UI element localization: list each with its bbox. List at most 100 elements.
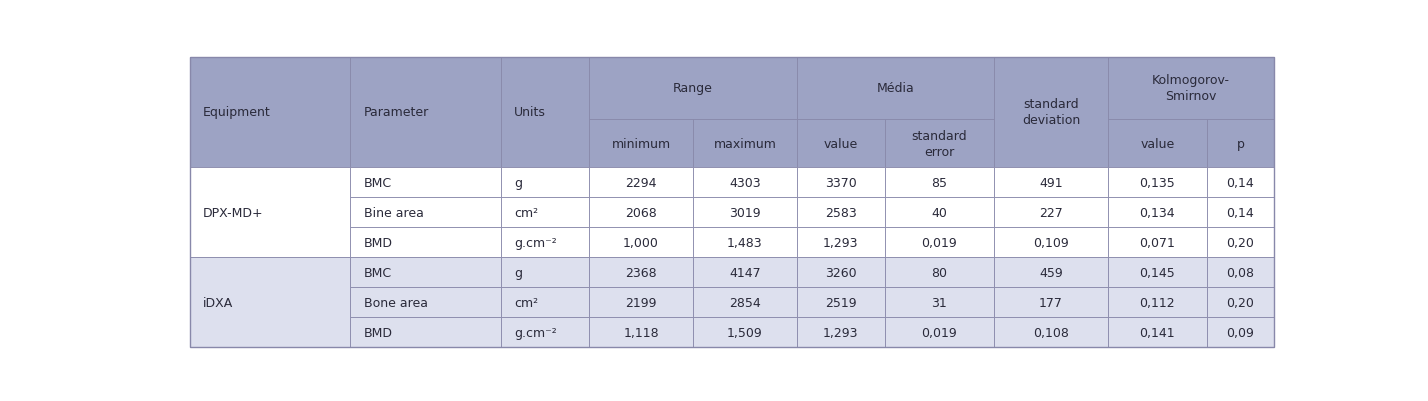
- Bar: [693, 228, 797, 258]
- Bar: [885, 168, 994, 198]
- Text: 0,112: 0,112: [1140, 296, 1175, 309]
- Bar: [501, 318, 590, 348]
- Text: cm²: cm²: [514, 206, 538, 219]
- Bar: [1108, 57, 1274, 120]
- Bar: [885, 228, 994, 258]
- Text: 40: 40: [931, 206, 947, 219]
- Text: 1,293: 1,293: [823, 236, 858, 249]
- Bar: [885, 198, 994, 228]
- Bar: [693, 120, 797, 168]
- Bar: [1207, 288, 1274, 318]
- Bar: [797, 228, 885, 258]
- Bar: [350, 258, 501, 288]
- Bar: [693, 258, 797, 288]
- Text: 227: 227: [1040, 206, 1062, 219]
- Text: 0,14: 0,14: [1227, 206, 1254, 219]
- Text: Média: Média: [877, 82, 914, 95]
- Bar: [797, 198, 885, 228]
- Bar: [190, 168, 350, 258]
- Text: Units: Units: [514, 106, 545, 119]
- Text: BMD: BMD: [364, 326, 393, 339]
- Text: p: p: [1237, 137, 1244, 150]
- Bar: [1108, 168, 1207, 198]
- Text: 2519: 2519: [825, 296, 857, 309]
- Text: 0,108: 0,108: [1032, 326, 1070, 339]
- Text: Bone area: Bone area: [364, 296, 428, 309]
- Text: 0,20: 0,20: [1227, 296, 1254, 309]
- Bar: [885, 318, 994, 348]
- Bar: [1108, 120, 1207, 168]
- Bar: [885, 288, 994, 318]
- Bar: [693, 168, 797, 198]
- Bar: [797, 318, 885, 348]
- Text: 0,141: 0,141: [1140, 326, 1175, 339]
- Bar: [885, 258, 994, 288]
- Text: standard
error: standard error: [911, 129, 967, 158]
- Text: 0,109: 0,109: [1032, 236, 1070, 249]
- Text: BMC: BMC: [364, 266, 391, 279]
- Text: 80: 80: [931, 266, 947, 279]
- Bar: [590, 120, 693, 168]
- Text: 4147: 4147: [730, 266, 761, 279]
- Bar: [994, 318, 1108, 348]
- Bar: [1207, 198, 1274, 228]
- Text: 177: 177: [1040, 296, 1062, 309]
- Text: Bine area: Bine area: [364, 206, 424, 219]
- Text: iDXA: iDXA: [203, 296, 233, 309]
- Bar: [693, 318, 797, 348]
- Text: 1,293: 1,293: [823, 326, 858, 339]
- Text: 1,509: 1,509: [727, 326, 763, 339]
- Bar: [1108, 198, 1207, 228]
- Text: Parameter: Parameter: [364, 106, 428, 119]
- Text: DPX-MD+: DPX-MD+: [203, 206, 264, 219]
- Bar: [797, 258, 885, 288]
- Bar: [190, 258, 350, 348]
- Bar: [590, 288, 693, 318]
- Bar: [885, 120, 994, 168]
- Text: 1,000: 1,000: [623, 236, 658, 249]
- Text: value: value: [824, 137, 858, 150]
- Bar: [350, 168, 501, 198]
- Bar: [590, 198, 693, 228]
- Bar: [1207, 120, 1274, 168]
- Bar: [590, 228, 693, 258]
- Text: Kolmogorov-
Smirnov: Kolmogorov- Smirnov: [1152, 74, 1230, 103]
- Text: 2294: 2294: [625, 176, 657, 189]
- Text: 0,071: 0,071: [1140, 236, 1175, 249]
- Text: BMD: BMD: [364, 236, 393, 249]
- Bar: [994, 228, 1108, 258]
- Bar: [190, 57, 350, 168]
- Bar: [501, 168, 590, 198]
- Bar: [350, 318, 501, 348]
- Bar: [1108, 318, 1207, 348]
- Text: 459: 459: [1040, 266, 1062, 279]
- Bar: [590, 57, 797, 120]
- Text: 0,09: 0,09: [1227, 326, 1254, 339]
- Bar: [994, 198, 1108, 228]
- Bar: [994, 288, 1108, 318]
- Text: Equipment: Equipment: [203, 106, 270, 119]
- Text: 0,145: 0,145: [1140, 266, 1175, 279]
- Text: 2583: 2583: [825, 206, 857, 219]
- Text: 2854: 2854: [728, 296, 761, 309]
- Bar: [350, 288, 501, 318]
- Bar: [994, 168, 1108, 198]
- Text: Range: Range: [673, 82, 713, 95]
- Bar: [994, 57, 1108, 168]
- Bar: [350, 198, 501, 228]
- Text: 0,14: 0,14: [1227, 176, 1254, 189]
- Bar: [501, 288, 590, 318]
- Text: g: g: [514, 266, 523, 279]
- Text: 0,019: 0,019: [921, 326, 957, 339]
- Text: 0,135: 0,135: [1140, 176, 1175, 189]
- Text: g: g: [514, 176, 523, 189]
- Bar: [994, 258, 1108, 288]
- Bar: [590, 258, 693, 288]
- Bar: [797, 288, 885, 318]
- Bar: [501, 198, 590, 228]
- Text: BMC: BMC: [364, 176, 391, 189]
- Bar: [797, 57, 994, 120]
- Text: g.cm⁻²: g.cm⁻²: [514, 326, 557, 339]
- Bar: [1207, 168, 1274, 198]
- Bar: [350, 57, 501, 168]
